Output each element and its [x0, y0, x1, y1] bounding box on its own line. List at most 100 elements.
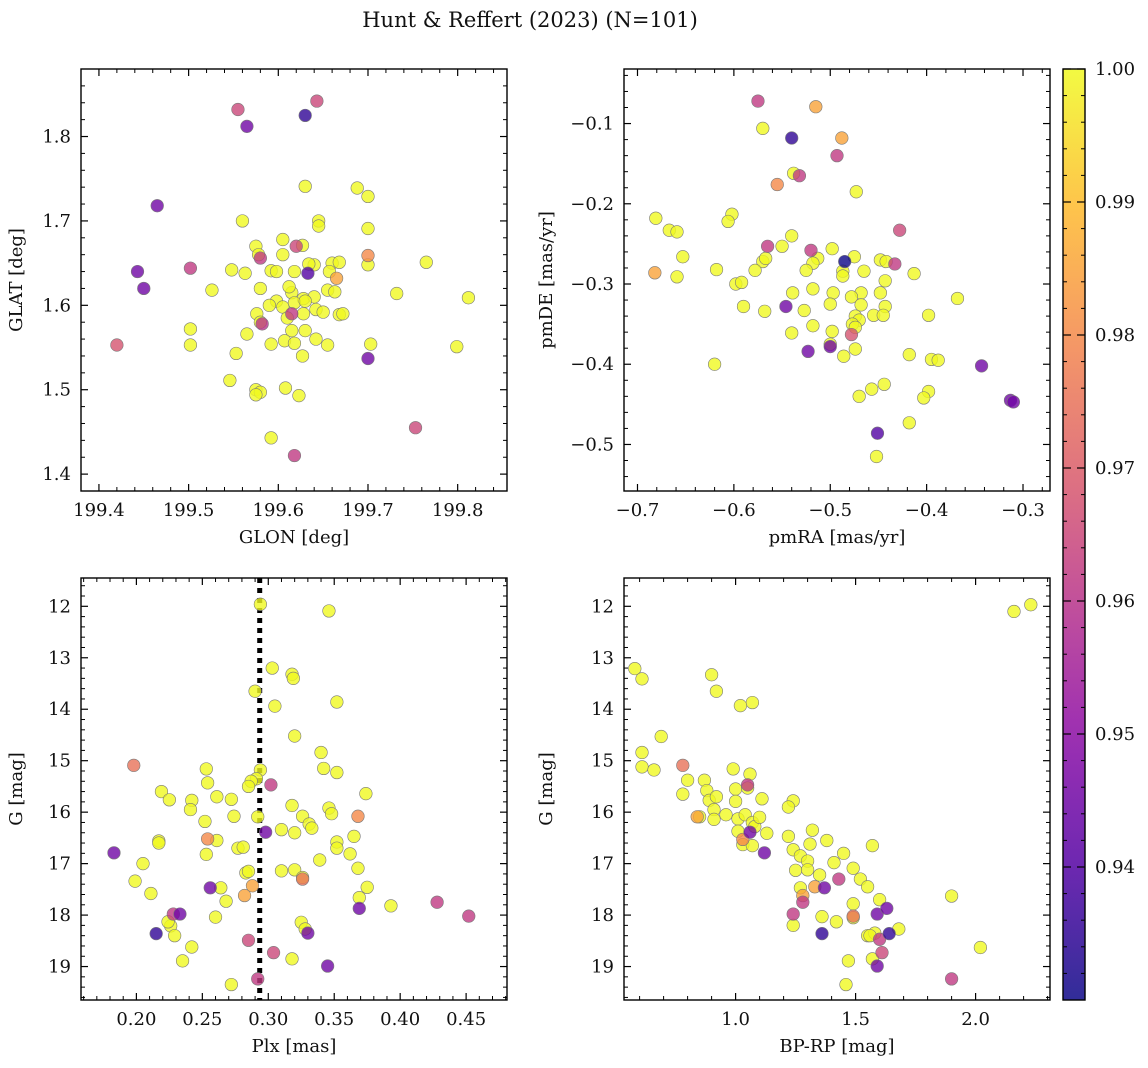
scatter-point — [801, 344, 815, 359]
scatter-point — [680, 773, 695, 787]
y-tick-label: 1.8 — [42, 127, 71, 148]
scatter-point — [359, 787, 373, 801]
scatter-point — [248, 684, 262, 698]
scatter-point — [301, 266, 315, 280]
scatter-points — [628, 598, 1038, 992]
scatter-point — [235, 214, 250, 228]
x-tick-label: −0.3 — [1001, 500, 1045, 521]
x-tick-label: 1.0 — [721, 1009, 750, 1030]
scatter-point — [709, 262, 724, 277]
scatter-point — [332, 255, 346, 269]
colorbar-frame — [1062, 68, 1086, 1001]
scatter-point — [224, 977, 238, 992]
y-tick-label: 16 — [591, 802, 614, 823]
scatter-point — [224, 792, 238, 806]
scatter-point — [298, 324, 312, 338]
scatter-point — [343, 847, 357, 861]
panel-pm: −0.7 −0.6 −0.5 −0.4 −0.3 −0.5 −0.4 −0.3 −0.2 −0.1… — [536, 68, 1051, 548]
scatter-point — [316, 305, 330, 319]
scatter-point — [286, 671, 300, 685]
scatter-point — [836, 846, 851, 860]
y-tick-label: 19 — [48, 957, 71, 978]
scatter-point — [208, 910, 223, 924]
scatter-point — [253, 251, 267, 265]
scatter-point — [287, 336, 302, 350]
colorbar-tick-label: 0.94 — [1095, 857, 1135, 878]
y-tick-label: 18 — [591, 905, 614, 926]
scatter-point — [351, 809, 365, 823]
scatter-point — [870, 426, 885, 440]
scatter-point — [757, 846, 772, 860]
colorbar-tick-label: 0.98 — [1095, 325, 1135, 346]
scatter-point — [384, 899, 398, 913]
y-tick-label: −0.4 — [570, 354, 614, 375]
x-tick-label: 199.4 — [73, 500, 125, 521]
scatter-point — [690, 810, 704, 824]
y-axis-label: pmDE [mas/yr] — [536, 211, 557, 349]
scatter-point — [183, 261, 198, 275]
scatter-point — [755, 792, 769, 806]
scatter-point — [707, 812, 721, 826]
scatter-point — [183, 338, 198, 352]
scatter-point — [878, 274, 892, 288]
scatter-point — [876, 308, 890, 322]
y-tick-label: −0.3 — [570, 274, 614, 295]
scatter-point — [635, 745, 649, 760]
panel-cmd: 1.0 1.5 2.0 12 13 14 15 16 17 18 19 BP-RP [mag] G [m… — [536, 577, 1051, 1057]
scatter-point — [183, 802, 198, 817]
scatter-point — [201, 776, 215, 790]
scatter-point — [786, 286, 800, 300]
scatter-point — [198, 814, 212, 829]
scatter-point — [707, 357, 722, 371]
x-tick-label: −0.6 — [712, 500, 756, 521]
scatter-point — [823, 297, 837, 311]
scatter-point — [229, 346, 243, 361]
y-tick-label: −0.2 — [570, 194, 614, 215]
scatter-point — [832, 872, 846, 886]
scatter-point — [175, 954, 190, 968]
scatter-point — [792, 169, 807, 183]
scatter-point — [676, 787, 690, 801]
x-axis-label: BP-RP [mag] — [779, 1036, 894, 1057]
scatter-point — [880, 901, 894, 915]
scatter-point — [298, 179, 312, 193]
scatter-point — [1024, 598, 1038, 612]
scatter-point — [786, 918, 800, 932]
axes-frame — [80, 68, 508, 492]
scatter-point — [236, 840, 250, 854]
scatter-point — [322, 604, 336, 618]
scatter-point — [829, 915, 844, 929]
scatter-point — [274, 864, 289, 878]
scatter-point — [839, 977, 853, 992]
scatter-point — [635, 672, 649, 686]
scatter-point — [865, 839, 880, 853]
scatter-point — [635, 760, 649, 774]
scatter-point — [205, 283, 219, 297]
scatter-point — [317, 761, 331, 776]
scatter-point — [295, 349, 310, 363]
colorbar-tick-label: 0.99 — [1095, 192, 1135, 213]
scatter-point — [835, 131, 849, 145]
scatter-point — [265, 661, 279, 675]
scatter-point — [786, 907, 800, 921]
scatter-point — [266, 946, 281, 960]
scatter-point — [728, 782, 743, 796]
scatter-point — [870, 959, 884, 973]
scatter-point — [285, 952, 299, 966]
x-tick-label: 199.8 — [432, 500, 484, 521]
scatter-point — [733, 699, 748, 713]
scatter-point — [860, 880, 875, 894]
scatter-point — [361, 248, 375, 263]
scatter-point — [785, 131, 799, 145]
y-axis-label: GLAT [deg] — [6, 228, 27, 332]
scatter-point — [826, 286, 840, 300]
scatter-point — [806, 282, 820, 296]
scatter-point — [199, 847, 213, 861]
scatter-point — [237, 888, 252, 903]
scatter-point — [836, 269, 850, 283]
scatter-point — [144, 886, 158, 901]
scatter-point — [830, 149, 844, 163]
scatter-point — [748, 263, 762, 277]
scatter-points — [648, 94, 1020, 464]
scatter-point — [676, 758, 690, 772]
